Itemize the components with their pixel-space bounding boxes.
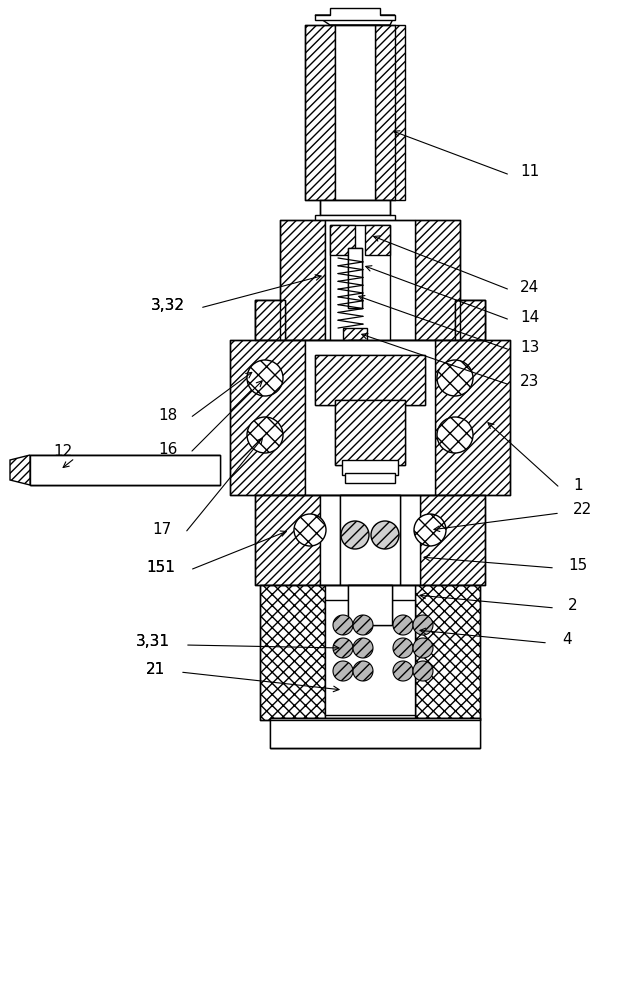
- Circle shape: [393, 638, 413, 658]
- Text: 151: 151: [146, 560, 175, 574]
- Bar: [435, 340, 510, 495]
- Bar: [365, 225, 390, 255]
- Circle shape: [353, 615, 373, 635]
- Text: 22: 22: [573, 502, 592, 518]
- Bar: [305, 25, 335, 200]
- Circle shape: [437, 417, 473, 453]
- Text: 17: 17: [153, 522, 172, 538]
- Bar: [325, 600, 415, 715]
- Bar: [255, 300, 285, 340]
- Circle shape: [393, 615, 413, 635]
- Text: 11: 11: [520, 164, 539, 180]
- Bar: [348, 248, 362, 308]
- Circle shape: [413, 615, 433, 635]
- Bar: [325, 220, 415, 340]
- Bar: [375, 25, 405, 200]
- Bar: [335, 25, 375, 200]
- Circle shape: [437, 360, 473, 396]
- Circle shape: [414, 514, 446, 546]
- Bar: [270, 718, 480, 748]
- Bar: [330, 225, 390, 345]
- Bar: [455, 300, 485, 340]
- Polygon shape: [315, 15, 395, 25]
- Circle shape: [247, 360, 283, 396]
- Text: 3,31: 3,31: [136, 635, 170, 650]
- Circle shape: [247, 417, 283, 453]
- Circle shape: [294, 514, 326, 546]
- Bar: [305, 340, 435, 495]
- Circle shape: [333, 615, 353, 635]
- Text: 2: 2: [568, 597, 578, 612]
- Text: 14: 14: [520, 310, 539, 324]
- Bar: [330, 25, 380, 30]
- Text: 151: 151: [146, 560, 175, 574]
- Bar: [420, 495, 485, 585]
- Bar: [348, 340, 362, 360]
- Bar: [335, 400, 405, 465]
- Text: 4: 4: [562, 633, 571, 648]
- Circle shape: [353, 661, 373, 681]
- Text: 1: 1: [573, 478, 583, 492]
- Text: 3,32: 3,32: [151, 298, 185, 312]
- Bar: [348, 585, 392, 625]
- Bar: [320, 495, 420, 585]
- Text: 18: 18: [159, 408, 178, 422]
- Text: 21: 21: [146, 662, 165, 676]
- Bar: [270, 718, 480, 748]
- Text: 23: 23: [520, 374, 539, 389]
- Circle shape: [413, 661, 433, 681]
- Bar: [335, 400, 405, 465]
- Bar: [415, 220, 460, 340]
- Text: 3,31: 3,31: [136, 635, 170, 650]
- Bar: [340, 495, 400, 585]
- Bar: [342, 358, 368, 368]
- Circle shape: [393, 661, 413, 681]
- Bar: [455, 300, 485, 340]
- Bar: [345, 473, 395, 483]
- Bar: [340, 495, 400, 585]
- Polygon shape: [10, 455, 30, 485]
- Text: 15: 15: [568, 558, 587, 572]
- Bar: [315, 355, 425, 405]
- Text: 16: 16: [159, 442, 178, 458]
- Bar: [260, 585, 325, 720]
- Circle shape: [413, 638, 433, 658]
- Text: 21: 21: [146, 662, 165, 676]
- Polygon shape: [315, 8, 395, 20]
- Bar: [348, 248, 362, 308]
- Bar: [255, 300, 285, 340]
- Text: 24: 24: [520, 279, 539, 294]
- Bar: [280, 220, 325, 340]
- Bar: [30, 455, 220, 485]
- Bar: [315, 215, 395, 225]
- Text: 12: 12: [53, 444, 73, 460]
- Bar: [342, 460, 398, 475]
- Text: 13: 13: [520, 340, 539, 355]
- Bar: [415, 585, 480, 720]
- Bar: [348, 585, 392, 625]
- Circle shape: [333, 661, 353, 681]
- Bar: [348, 340, 362, 360]
- Bar: [315, 355, 425, 405]
- Circle shape: [371, 521, 399, 549]
- Bar: [325, 585, 415, 720]
- Bar: [230, 340, 305, 495]
- Bar: [330, 225, 355, 255]
- Bar: [350, 355, 360, 370]
- Bar: [320, 200, 390, 215]
- Bar: [343, 328, 367, 343]
- Bar: [255, 495, 320, 585]
- Circle shape: [353, 638, 373, 658]
- Circle shape: [333, 638, 353, 658]
- Bar: [30, 455, 220, 485]
- Text: 3,32: 3,32: [151, 298, 185, 312]
- Circle shape: [341, 521, 369, 549]
